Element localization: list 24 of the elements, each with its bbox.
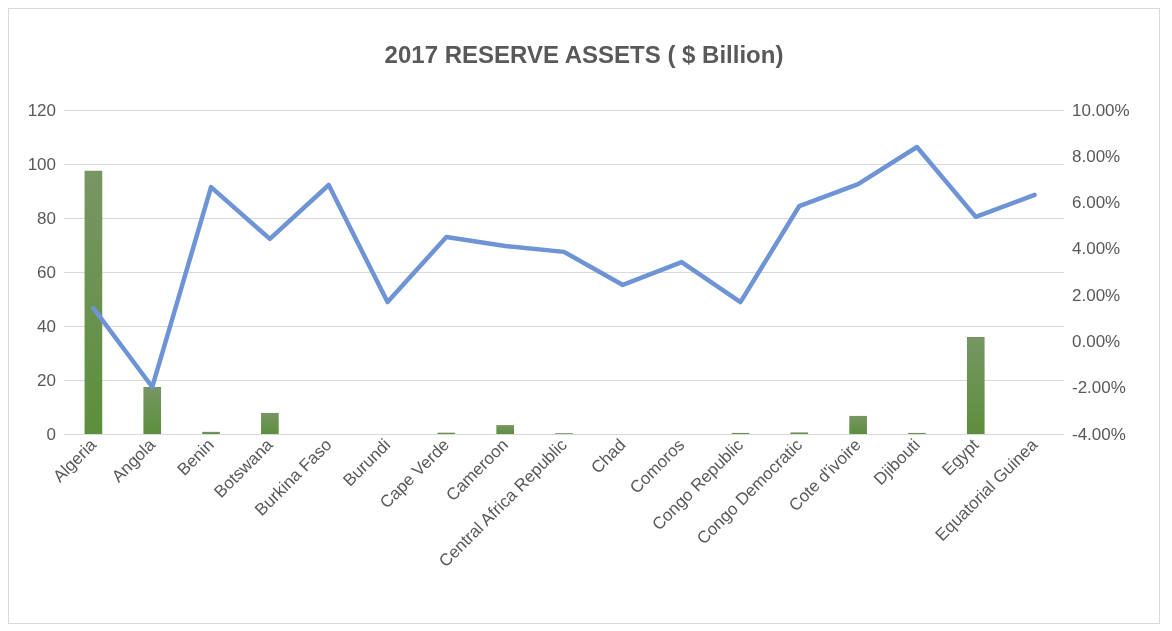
- bar: [84, 170, 103, 434]
- y2-tick-label: 2.00%: [1072, 285, 1121, 305]
- y2-tick-label: 0.00%: [1072, 331, 1121, 351]
- y-tick-label: 80: [37, 208, 56, 228]
- bar: [966, 337, 985, 434]
- y-tick-label: 60: [37, 262, 56, 282]
- y2-tick-label: -2.00%: [1072, 378, 1126, 398]
- y-tick-label: 20: [37, 370, 56, 390]
- y2-tick-label: 6.00%: [1072, 193, 1121, 213]
- line-series: [91, 144, 1037, 390]
- y-tick-label: 0: [46, 424, 56, 444]
- y-tick-label: 100: [27, 154, 56, 174]
- y2-tick-label: 4.00%: [1072, 239, 1121, 259]
- bar: [143, 387, 162, 434]
- chart-title: 2017 RESERVE ASSETS ( $ Billion): [384, 40, 784, 68]
- bar: [261, 412, 279, 434]
- y-tick-label: 120: [27, 100, 56, 120]
- y-tick-label: 40: [37, 316, 56, 336]
- y2-tick-label: -4.00%: [1072, 424, 1126, 444]
- bar: [496, 425, 514, 434]
- y2-tick-label: 10.00%: [1072, 100, 1130, 120]
- y2-tick-label: 8.00%: [1072, 146, 1121, 166]
- bar: [202, 431, 220, 434]
- bar: [849, 415, 867, 434]
